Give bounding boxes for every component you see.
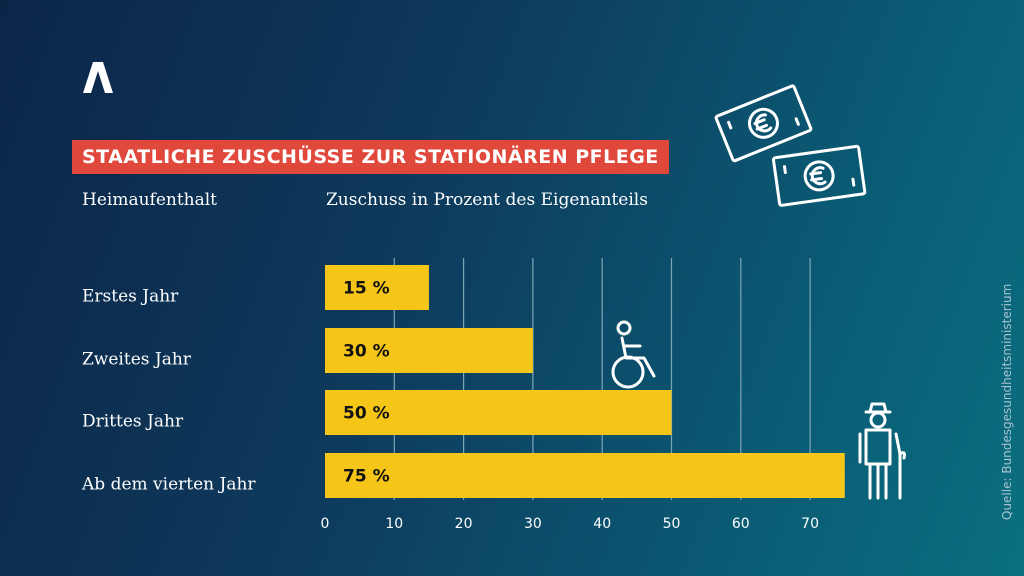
chart-title: STAATLICHE ZUSCHÜSSE ZUR STATIONÄREN PFL… [72, 140, 669, 174]
category-label: Ab dem vierten Jahr [81, 475, 256, 495]
category-column-header: Heimaufenthalt [82, 190, 218, 210]
elderly-person-icon [858, 402, 906, 500]
x-tick-label: 0 [321, 516, 330, 532]
x-tick-label: 30 [524, 516, 542, 532]
bar [325, 453, 845, 498]
bar-value-label: 50 % [343, 404, 390, 424]
x-tick-label: 40 [593, 516, 611, 532]
x-tick-label: 20 [455, 516, 473, 532]
x-tick-label: 10 [385, 516, 403, 532]
euro-banknote-icon [714, 84, 867, 207]
wheelchair-icon [611, 320, 656, 389]
category-label: Zweites Jahr [82, 350, 192, 370]
value-column-header: Zuschuss in Prozent des Eigenanteils [326, 190, 648, 210]
x-tick-label: 60 [732, 516, 750, 532]
bar [325, 390, 672, 435]
category-label: Erstes Jahr [82, 287, 179, 307]
bar-value-label: 15 % [343, 279, 390, 299]
bar-value-label: 30 % [343, 342, 390, 362]
x-tick-label: 50 [663, 516, 681, 532]
x-tick-label: 70 [801, 516, 819, 532]
category-label: Drittes Jahr [82, 412, 184, 432]
bar-value-label: 75 % [343, 467, 390, 487]
brand-logo-icon [83, 62, 113, 93]
bar [325, 265, 429, 310]
bar [325, 328, 533, 373]
